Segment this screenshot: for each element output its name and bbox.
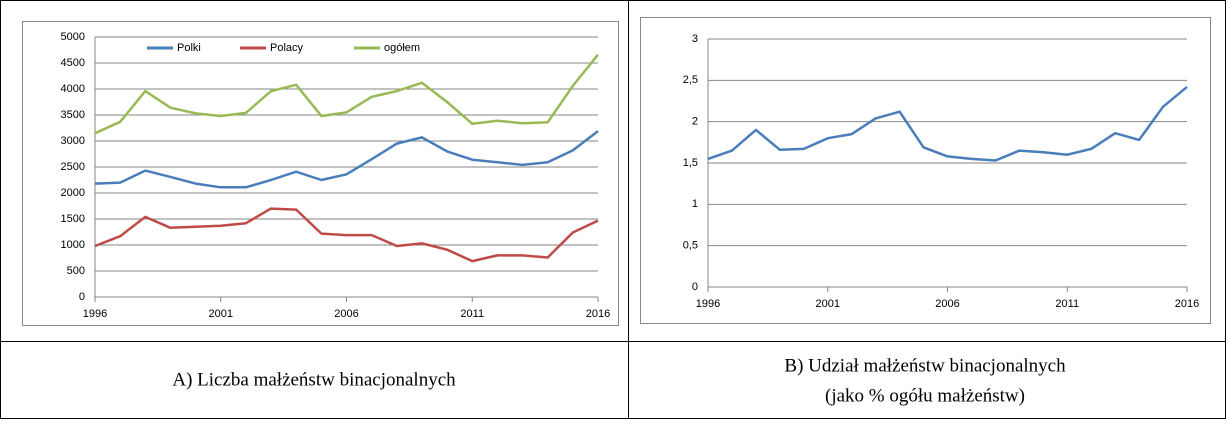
chart-frame	[640, 17, 1211, 324]
y-tick-label: 3000	[61, 135, 85, 147]
x-tick-label: 2016	[586, 308, 610, 320]
caption: B) Udział małżeństw binacjonalnych	[784, 355, 1066, 376]
y-tick-label: 1,5	[683, 157, 698, 169]
legend-label: Polki	[177, 42, 201, 54]
y-tick-label: 0	[692, 281, 698, 293]
x-tick-label: 1996	[696, 298, 720, 310]
y-tick-label: 500	[67, 265, 85, 277]
data-line	[94, 207, 599, 263]
x-tick-label: 2006	[935, 298, 959, 310]
y-tick-label: 3	[692, 33, 698, 45]
y-tick-label: 2500	[61, 161, 85, 173]
y-tick-label: 1000	[61, 239, 85, 251]
y-tick-label: 2,5	[683, 74, 698, 86]
y-tick-label: 2	[692, 116, 698, 128]
data-line	[94, 53, 599, 135]
y-tick-label: 1500	[61, 213, 85, 225]
x-tick-label: 1996	[83, 308, 107, 320]
x-tick-label: 2016	[1175, 298, 1199, 310]
x-tick-label: 2001	[209, 308, 233, 320]
data-line	[94, 130, 599, 189]
x-tick-label: 2011	[1055, 298, 1079, 310]
y-tick-label: 5000	[61, 31, 85, 43]
x-tick-label: 2011	[460, 308, 484, 320]
y-tick-label: 0,5	[683, 240, 698, 252]
legend-label: Polacy	[270, 42, 304, 54]
data-line	[707, 85, 1188, 162]
y-tick-label: 4000	[61, 83, 85, 95]
chart-frame	[22, 21, 619, 326]
legend-label: ogółem	[384, 42, 420, 54]
caption: A) Liczba małżeństw binacjonalnych	[172, 369, 456, 390]
y-tick-label: 4500	[61, 57, 85, 69]
x-tick-label: 2006	[334, 308, 358, 320]
y-tick-label: 0	[79, 291, 85, 303]
y-tick-label: 1	[692, 198, 698, 210]
caption: (jako % ogółu małżeństw)	[825, 385, 1025, 406]
y-tick-label: 2000	[61, 187, 85, 199]
x-tick-label: 2001	[816, 298, 840, 310]
y-tick-label: 3500	[61, 109, 85, 121]
